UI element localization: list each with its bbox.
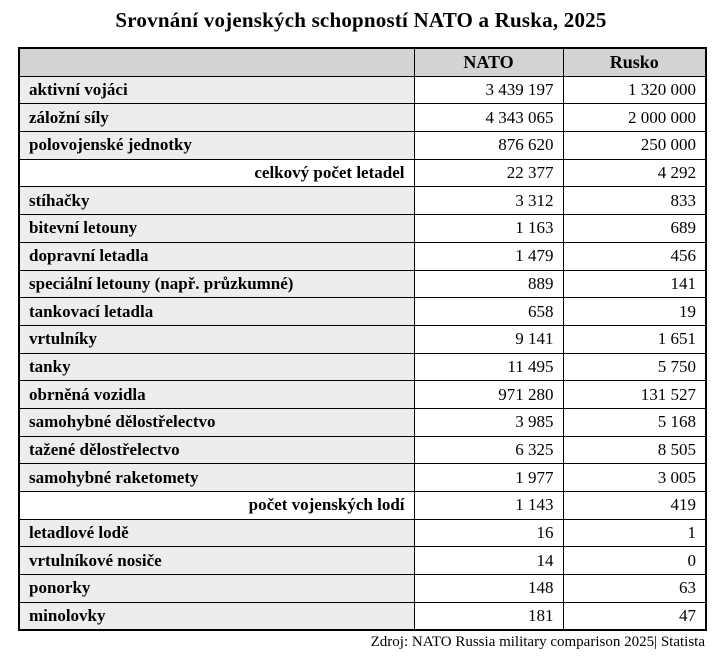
- rusko-value-cell: 2 000 000: [562, 103, 707, 133]
- column-header-nato: NATO: [413, 47, 564, 77]
- table-row: speciální letouny (např. průzkumné) 889 14…: [18, 269, 707, 299]
- table-row: vrtulníky 9 141 1 651: [18, 324, 707, 354]
- nato-value-cell: 14: [413, 546, 564, 576]
- table-row: dopravní letadla 1 479 456: [18, 241, 707, 271]
- rusko-value-cell: 131 527: [562, 380, 707, 409]
- row-label-cell: ponorky: [18, 574, 415, 603]
- table-row: minolovky 181 47: [18, 601, 707, 631]
- rusko-value-cell: 419: [562, 491, 707, 520]
- comparison-table: NATO Rusko aktivní vojáci 3 439 197 1 320 …: [18, 47, 707, 632]
- rusko-value-cell: 0: [562, 546, 707, 576]
- nato-value-cell: 9 141: [413, 324, 564, 354]
- nato-value-cell: 3 985: [413, 407, 564, 437]
- rusko-value-cell: 1 320 000: [562, 75, 707, 105]
- table-row: záložní síly 4 343 065 2 000 000: [18, 103, 707, 133]
- rusko-value-cell: 1 651: [562, 324, 707, 354]
- row-label-cell: polovojenské jednotky: [18, 131, 415, 160]
- row-label-cell: letadlové lodě: [18, 518, 415, 548]
- row-label-cell: tanky: [18, 352, 415, 382]
- rusko-value-cell: 833: [562, 186, 707, 216]
- table-header: NATO Rusko: [18, 47, 707, 77]
- source-attribution: Zdroj: NATO Russia military comparison 2…: [370, 634, 705, 651]
- row-label-cell: tažené dělostřelectvo: [18, 435, 415, 465]
- nato-value-cell: 1 143: [413, 491, 564, 520]
- row-label-cell: vrtulníkové nosiče: [18, 546, 415, 576]
- table-body: aktivní vojáci 3 439 197 1 320 000 záložní …: [18, 75, 707, 631]
- table-row: samohybné dělostřelectvo 3 985 5 168: [18, 407, 707, 437]
- row-label-cell: dopravní letadla: [18, 241, 415, 271]
- nato-value-cell: 876 620: [413, 131, 564, 160]
- rusko-value-cell: 689: [562, 214, 707, 243]
- table-row: aktivní vojáci 3 439 197 1 320 000: [18, 75, 707, 105]
- row-label-cell: stíhačky: [18, 186, 415, 216]
- rusko-value-cell: 456: [562, 241, 707, 271]
- row-label-cell: tankovací letadla: [18, 297, 415, 326]
- nato-value-cell: 11 495: [413, 352, 564, 382]
- row-label-cell: aktivní vojáci: [18, 75, 415, 105]
- table-row: vrtulníkové nosiče 14 0: [18, 546, 707, 576]
- table-row: stíhačky 3 312 833: [18, 186, 707, 216]
- rusko-value-cell: 1: [562, 518, 707, 548]
- table-row: polovojenské jednotky 876 620 250 000: [18, 131, 707, 160]
- table-row: počet vojenských lodí 1 143 419: [18, 491, 707, 520]
- nato-value-cell: 889: [413, 269, 564, 299]
- row-label-cell: celkový počet letadel: [18, 158, 415, 188]
- table-row: celkový počet letadel 22 377 4 292: [18, 158, 707, 188]
- row-label-cell: bitevní letouny: [18, 214, 415, 243]
- rusko-value-cell: 8 505: [562, 435, 707, 465]
- table-row: bitevní letouny 1 163 689: [18, 214, 707, 243]
- nato-value-cell: 4 343 065: [413, 103, 564, 133]
- rusko-value-cell: 4 292: [562, 158, 707, 188]
- rusko-value-cell: 5 168: [562, 407, 707, 437]
- corner-header-cell: [18, 47, 415, 77]
- row-label-cell: záložní síly: [18, 103, 415, 133]
- row-label-cell: počet vojenských lodí: [18, 491, 415, 520]
- rusko-value-cell: 250 000: [562, 131, 707, 160]
- row-label-cell: minolovky: [18, 601, 415, 631]
- nato-value-cell: 1 163: [413, 214, 564, 243]
- nato-value-cell: 1 479: [413, 241, 564, 271]
- rusko-value-cell: 5 750: [562, 352, 707, 382]
- table-row: tankovací letadla 658 19: [18, 297, 707, 326]
- table-row: letadlové lodě 16 1: [18, 518, 707, 548]
- column-header-rusko: Rusko: [562, 47, 707, 77]
- nato-value-cell: 658: [413, 297, 564, 326]
- rusko-value-cell: 47: [562, 601, 707, 631]
- table-row: samohybné raketomety 1 977 3 005: [18, 463, 707, 492]
- nato-value-cell: 1 977: [413, 463, 564, 492]
- row-label-cell: vrtulníky: [18, 324, 415, 354]
- page-title: Srovnání vojenských schopností NATO a Ru…: [115, 8, 607, 32]
- header-row: NATO Rusko: [18, 47, 707, 77]
- row-label-cell: samohybné raketomety: [18, 463, 415, 492]
- nato-value-cell: 971 280: [413, 380, 564, 409]
- rusko-value-cell: 141: [562, 269, 707, 299]
- rusko-value-cell: 19: [562, 297, 707, 326]
- nato-value-cell: 181: [413, 601, 564, 631]
- table-row: obrněná vozidla 971 280 131 527: [18, 380, 707, 409]
- nato-value-cell: 16: [413, 518, 564, 548]
- table-row: tažené dělostřelectvo 6 325 8 505: [18, 435, 707, 465]
- table-row: tanky 11 495 5 750: [18, 352, 707, 382]
- nato-value-cell: 3 312: [413, 186, 564, 216]
- rusko-value-cell: 3 005: [562, 463, 707, 492]
- nato-value-cell: 3 439 197: [413, 75, 564, 105]
- row-label-cell: obrněná vozidla: [18, 380, 415, 409]
- table-row: ponorky 148 63: [18, 574, 707, 603]
- nato-value-cell: 22 377: [413, 158, 564, 188]
- nato-value-cell: 148: [413, 574, 564, 603]
- nato-value-cell: 6 325: [413, 435, 564, 465]
- row-label-cell: samohybné dělostřelectvo: [18, 407, 415, 437]
- rusko-value-cell: 63: [562, 574, 707, 603]
- row-label-cell: speciální letouny (např. průzkumné): [18, 269, 415, 299]
